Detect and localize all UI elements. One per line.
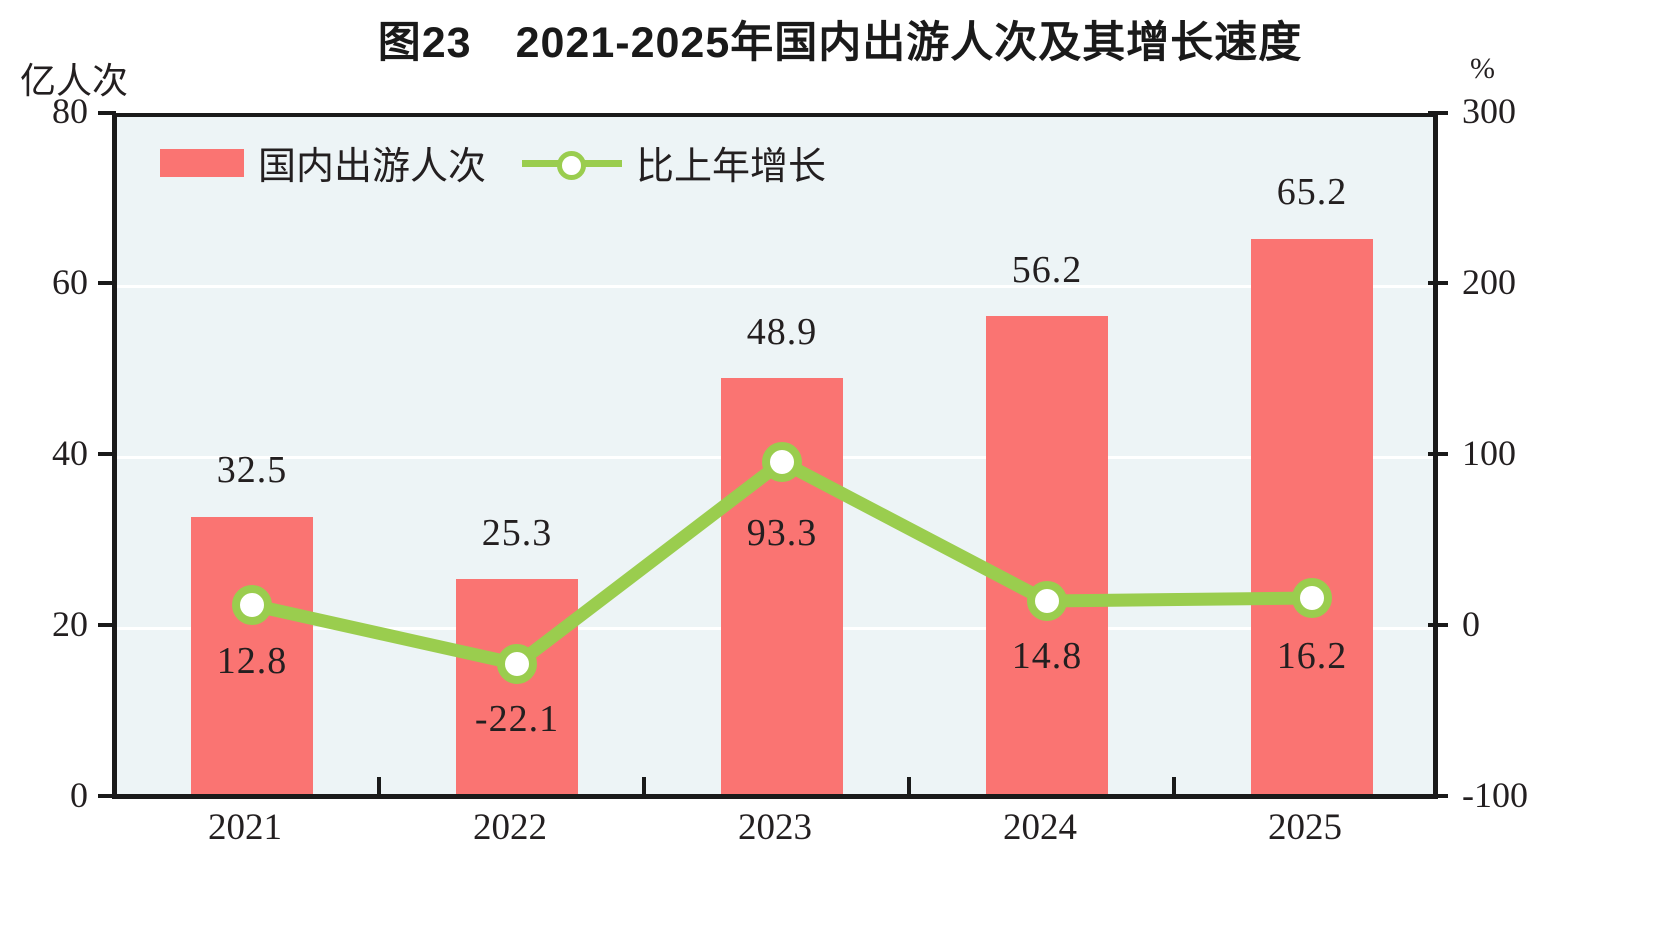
right-axis-unit-label: % [1470,52,1495,85]
right-axis-label-0: 0 [1462,604,1480,644]
right-axis-label-200: 200 [1462,262,1516,302]
bar-2022[interactable] [456,579,578,794]
x-axis-label-2024: 2024 [1003,807,1077,848]
tick-left-60 [98,281,116,285]
growth-value-2021: 12.8 [216,640,288,682]
line-swatch-icon [522,148,623,180]
tick-x-4 [1172,777,1176,799]
bar-value-2023: 48.9 [746,311,818,353]
bar-swatch-icon [160,148,244,177]
left-axis-label-60: 60 [52,262,88,302]
page-title: 图23 2021-2025年国内出游人次及其增长速度 [377,19,1303,67]
gridline-60 [117,285,1433,288]
legend-entry-bar[interactable]: 国内出游人次 [160,135,486,190]
tick-x-2 [642,777,646,799]
tick-right-minus100 [1428,794,1448,798]
right-axis-label-minus100: -100 [1462,775,1528,815]
legend-label-line: 比上年增长 [636,146,827,188]
chart-legend: 国内出游人次 比上年增长 [160,135,826,190]
growth-value-2022: -22.1 [474,698,560,740]
bar-value-2021: 32.5 [216,449,288,491]
tick-x-1 [377,777,381,799]
tick-left-0 [98,794,116,798]
tick-right-300 [1428,111,1448,115]
right-axis-label-100: 100 [1462,433,1516,473]
tick-right-200 [1428,281,1448,285]
growth-value-2024: 14.8 [1011,635,1083,677]
growth-value-2023: 93.3 [746,512,818,554]
bar-value-2022: 25.3 [481,512,553,554]
tick-left-20 [98,623,116,627]
tick-x-3 [907,777,911,799]
tick-right-100 [1428,452,1448,456]
bar-value-2024: 56.2 [1011,249,1083,291]
left-axis-unit-label: 亿人次 [20,61,129,101]
left-axis-label-40: 40 [52,433,88,473]
line-swatch-marker-icon [557,150,587,180]
x-axis-label-2025: 2025 [1268,807,1342,848]
bar-value-2025: 65.2 [1276,171,1348,213]
tick-left-80 [98,111,116,115]
left-axis-label-0: 0 [70,775,88,815]
bar-2024[interactable] [986,316,1108,794]
tick-right-0 [1428,623,1448,627]
bar-2025[interactable] [1251,239,1373,794]
right-axis-label-300: 300 [1462,91,1516,131]
legend-label-bar: 国内出游人次 [258,146,487,188]
x-axis-label-2023: 2023 [738,807,812,848]
left-axis-label-80: 80 [52,91,88,131]
tick-left-40 [98,452,116,456]
legend-entry-line[interactable]: 比上年增长 [522,135,826,190]
x-axis-label-2022: 2022 [473,807,547,848]
left-axis-label-20: 20 [52,604,88,644]
growth-value-2025: 16.2 [1276,635,1348,677]
x-axis-label-2021: 2021 [208,807,282,848]
bar-2023[interactable] [721,378,843,794]
